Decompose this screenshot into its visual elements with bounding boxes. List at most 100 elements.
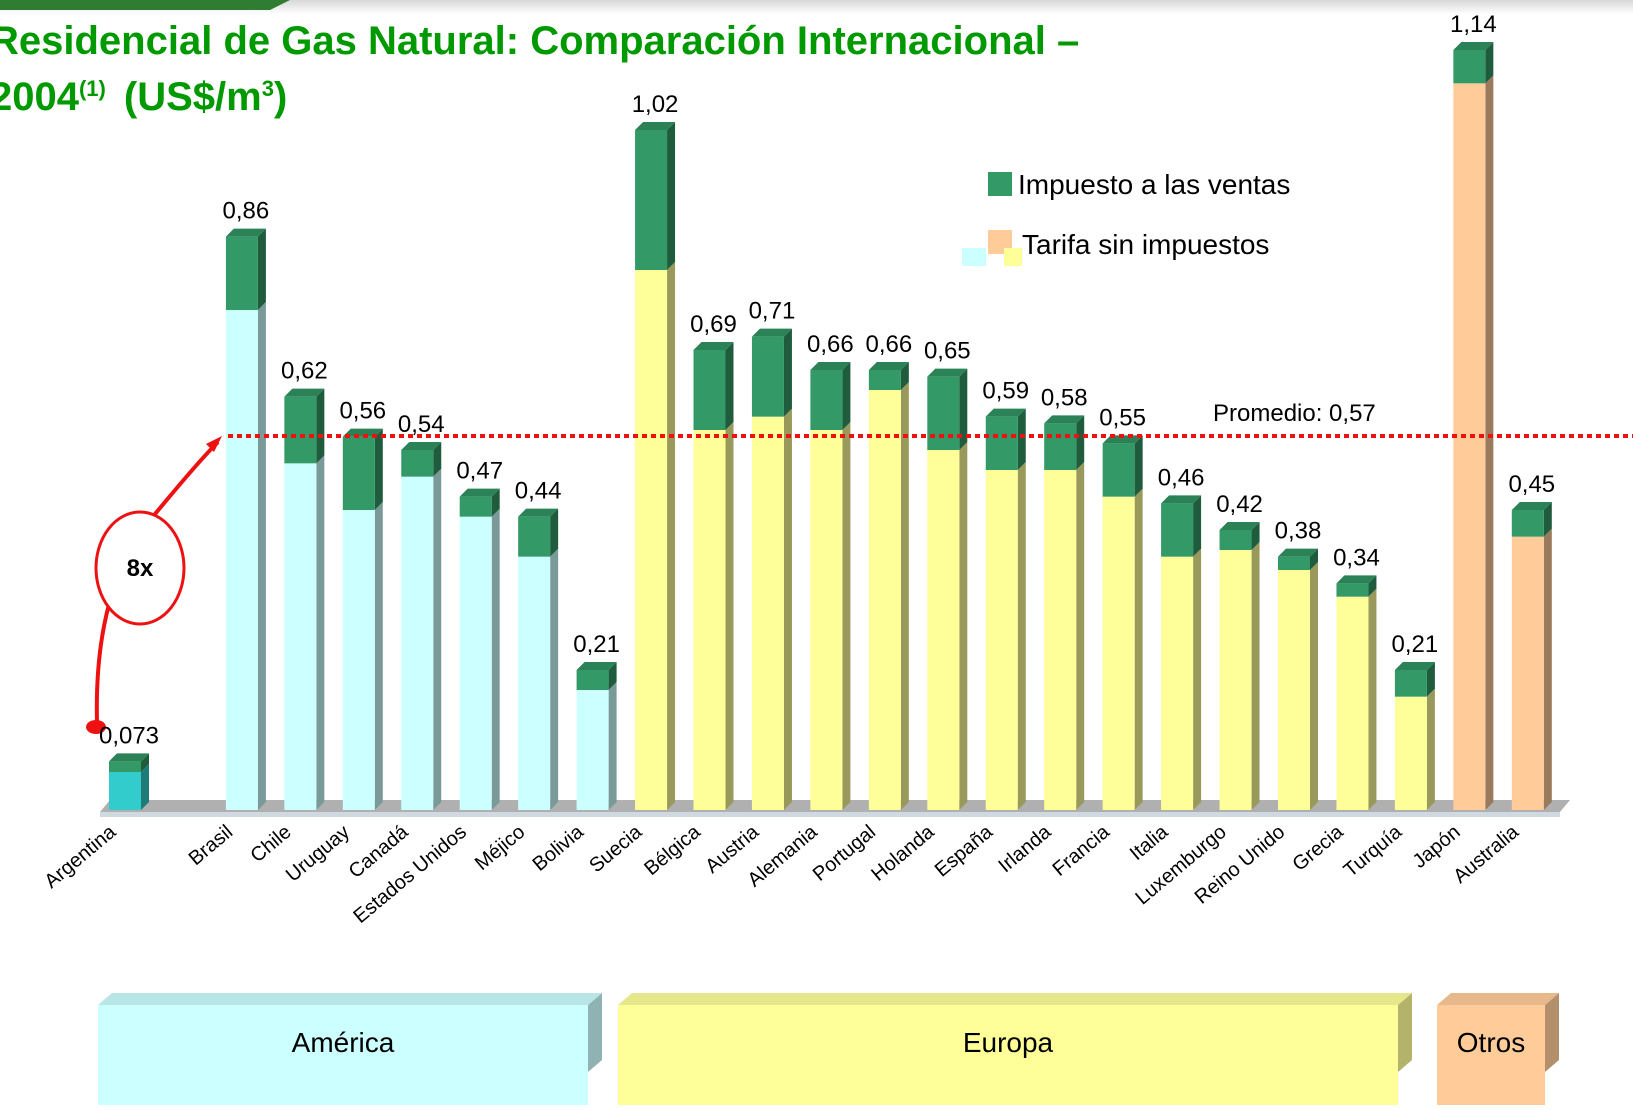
bar-segment — [342, 436, 375, 510]
bar-side — [491, 508, 500, 810]
bar-segment — [1219, 530, 1252, 550]
x-tick-label: Irlanda — [994, 820, 1056, 877]
total-label: 0,46 — [1158, 464, 1205, 491]
bar-side — [1485, 75, 1494, 811]
bar-segment — [927, 450, 960, 810]
x-tick-label: Bélgica — [640, 820, 705, 880]
total-label: 0,42 — [1216, 491, 1263, 518]
bar-side — [257, 302, 266, 810]
bar-top — [985, 408, 1026, 417]
bar-side — [959, 442, 968, 810]
total-label: 0,62 — [281, 358, 328, 385]
bar-segment — [284, 463, 317, 810]
total-label: 0,56 — [339, 398, 386, 425]
bar-side — [1310, 548, 1318, 570]
bar-segment — [868, 370, 901, 390]
title-line: Residencial de Gas Natural: Comparación … — [0, 19, 1079, 63]
legend-swatch — [988, 172, 1012, 196]
group-top — [618, 993, 1412, 1005]
legend-swatch — [1004, 248, 1022, 266]
bar-segment — [1161, 556, 1194, 810]
x-tick-label: Turquía — [1340, 820, 1407, 881]
x-tick-label: España — [931, 820, 998, 881]
bar-side — [1193, 548, 1202, 810]
bar-top — [225, 228, 266, 237]
bar-side — [1310, 562, 1318, 810]
title-close: ) — [274, 75, 287, 119]
bar-side — [433, 442, 442, 477]
bar-segment — [810, 430, 843, 810]
bar-side — [1076, 415, 1085, 470]
bar-side — [1134, 435, 1143, 497]
bar-segment — [635, 270, 668, 810]
title-year: 2004 — [0, 75, 80, 119]
total-label: 0,38 — [1275, 518, 1322, 545]
total-label: 0,59 — [982, 378, 1029, 405]
bar-segment — [693, 430, 726, 810]
x-tick-label: Chile — [247, 821, 296, 867]
total-label: 0,45 — [1508, 471, 1555, 498]
bar-side — [1485, 42, 1494, 84]
legend-label: Tarifa sin impuestos — [1022, 229, 1269, 260]
bar-side — [1543, 502, 1552, 537]
bar-side — [667, 122, 676, 270]
bar-side — [1426, 688, 1435, 810]
legend-label: Impuesto a las ventas — [1018, 169, 1290, 200]
bar-top — [518, 508, 559, 517]
bar-segment — [342, 510, 375, 810]
bar-side — [1017, 408, 1026, 470]
bar-segment — [927, 376, 960, 450]
bar-side — [783, 408, 792, 810]
x-tick-label: Suecia — [585, 820, 647, 877]
header-band — [0, 0, 1633, 14]
bar-side — [491, 488, 500, 517]
x-tick-label: Holanda — [867, 820, 939, 885]
total-label: 0,65 — [924, 338, 971, 365]
bar-segment — [1102, 443, 1135, 497]
bar-segment — [1278, 556, 1310, 570]
bar-segment — [985, 470, 1018, 810]
bar-side — [667, 262, 676, 810]
average-label: Promedio: 0,57 — [1213, 400, 1376, 427]
bar-segment — [1278, 570, 1310, 810]
group-label: América — [292, 1027, 395, 1058]
bar-top — [751, 328, 792, 337]
chart-title: Residencial de Gas Natural: Comparación … — [0, 19, 1079, 63]
bar-segment — [751, 336, 784, 417]
group-top — [1437, 993, 1559, 1005]
bar-side — [1251, 542, 1260, 810]
total-label: 0,58 — [1041, 384, 1088, 411]
group-side — [588, 993, 602, 1072]
total-label: 0,71 — [749, 298, 796, 325]
title-note: (1) — [79, 76, 106, 101]
group-side — [1545, 993, 1559, 1072]
bar-side — [1076, 462, 1085, 810]
group-side — [1398, 993, 1412, 1072]
bar-top — [109, 753, 149, 762]
bar-segment — [225, 310, 258, 810]
bar-segment — [576, 670, 609, 690]
bar-side — [959, 368, 968, 450]
bar-side — [1543, 528, 1552, 810]
total-label: 0,21 — [573, 631, 620, 658]
bar-segment — [459, 516, 492, 810]
legend-swatch — [962, 248, 986, 266]
x-tick-label: Portugal — [809, 821, 880, 886]
group-label: Otros — [1457, 1027, 1525, 1058]
bar-side — [550, 508, 559, 557]
bar-segment — [1336, 596, 1369, 810]
bar-side — [1426, 662, 1435, 697]
bar-segment — [1102, 496, 1135, 810]
header-accent — [0, 0, 290, 10]
total-label: 1,02 — [632, 91, 679, 118]
annotation: 8x — [127, 555, 154, 582]
bar-side — [433, 468, 442, 810]
x-tick-label: Uruguay — [282, 821, 354, 886]
bar-segment — [401, 450, 434, 477]
bar-segment — [1511, 510, 1544, 537]
x-tick-label: Italia — [1126, 820, 1173, 865]
bar-top — [1394, 662, 1435, 670]
annotation-circle — [94, 510, 186, 626]
total-label: 0,47 — [456, 458, 503, 485]
